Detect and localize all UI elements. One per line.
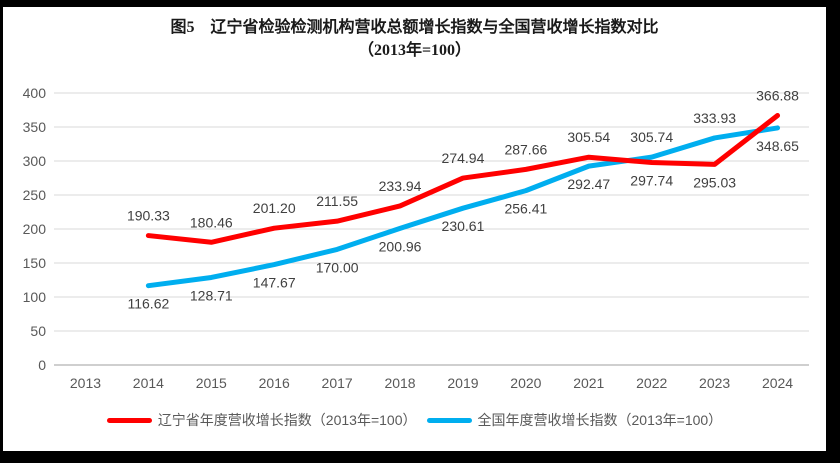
data-label: 211.55 (316, 193, 358, 209)
legend-label: 辽宁省年度营收增长指数（2013年=100） (157, 412, 417, 428)
x-tick-label: 2022 (636, 375, 667, 391)
legend-item: 全国年度营收增长指数（2013年=100） (426, 410, 723, 430)
legend-swatch (106, 417, 152, 423)
data-label: 305.74 (630, 129, 673, 145)
data-label: 200.96 (379, 238, 422, 254)
data-label: 201.20 (253, 200, 296, 216)
chart-title-line2: （2013年=100） (357, 42, 472, 59)
data-label: 147.67 (253, 275, 296, 291)
data-label: 256.41 (504, 201, 547, 217)
y-tick-label: 350 (23, 119, 47, 135)
legend-label: 全国年度营收增长指数（2013年=100） (477, 412, 723, 428)
y-tick-label: 0 (38, 357, 46, 373)
x-tick-label: 2014 (133, 375, 164, 391)
x-tick-label: 2016 (259, 375, 290, 391)
legend-item: 辽宁省年度营收增长指数（2013年=100） (106, 410, 417, 430)
data-label: 274.94 (442, 150, 485, 166)
y-tick-label: 400 (23, 85, 47, 101)
data-label: 233.94 (379, 178, 422, 194)
legend-swatch (426, 417, 472, 423)
series-line-1 (145, 125, 781, 289)
data-label: 116.62 (127, 296, 169, 312)
line-chart: 0 50 100 150 200 250 300 350 400 2013 2014 2015 2016… (23, 85, 809, 391)
y-tick-label: 100 (23, 289, 47, 305)
data-label: 333.93 (693, 110, 736, 126)
x-tick-label: 2020 (510, 375, 541, 391)
chart-title: 图5 辽宁省检验检测机构营收总额增长指数与全国营收增长指数对比 （2013年=1… (3, 16, 826, 62)
x-tick-label: 2024 (762, 375, 793, 391)
x-tick-label: 2015 (196, 375, 227, 391)
x-tick-label: 2021 (573, 375, 604, 391)
series-line-0 (145, 113, 781, 245)
data-label: 295.03 (693, 174, 736, 190)
legend: 辽宁省年度营收增长指数（2013年=100） 全国年度营收增长指数（2013年=1… (3, 410, 826, 430)
y-tick-label: 250 (23, 187, 47, 203)
data-label: 366.88 (756, 88, 799, 104)
data-label: 230.61 (442, 218, 485, 234)
data-label: 292.47 (567, 176, 610, 192)
x-tick-label: 2019 (447, 375, 478, 391)
data-label: 297.74 (630, 173, 673, 189)
data-label: 305.54 (567, 129, 610, 145)
y-tick-label: 50 (30, 323, 46, 339)
data-label: 287.66 (504, 141, 547, 157)
y-tick-label: 150 (23, 255, 47, 271)
data-label: 170.00 (316, 259, 359, 275)
data-label: 190.33 (127, 208, 170, 224)
data-label: 128.71 (190, 287, 233, 303)
x-tick-label: 2013 (70, 375, 101, 391)
chart-title-line1: 图5 辽宁省检验检测机构营收总额增长指数与全国营收增长指数对比 (170, 19, 659, 36)
data-label: 180.46 (190, 214, 233, 230)
y-tick-label: 200 (23, 221, 47, 237)
x-tick-label: 2023 (699, 375, 730, 391)
x-tick-label: 2017 (322, 375, 353, 391)
y-tick-label: 300 (23, 153, 47, 169)
data-label: 348.65 (756, 138, 799, 154)
x-tick-label: 2018 (384, 375, 415, 391)
